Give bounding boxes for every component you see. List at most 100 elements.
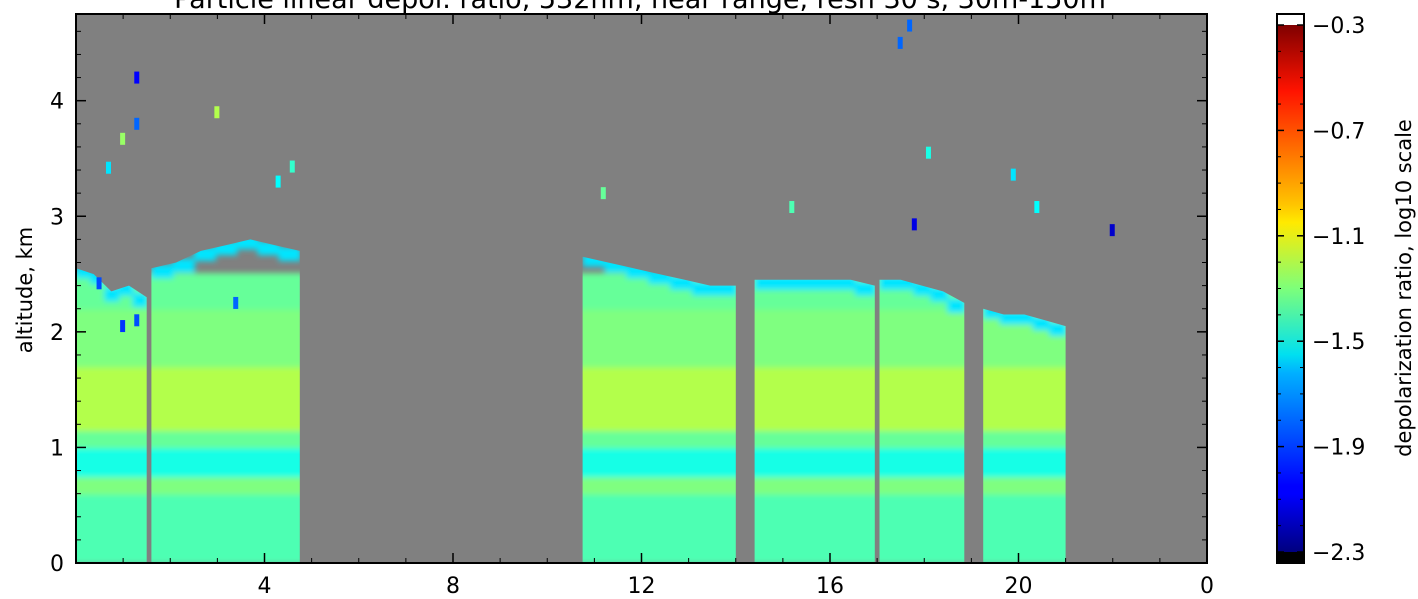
profile-layer — [879, 365, 965, 432]
speckle-point — [289, 160, 295, 173]
profile-layer — [983, 492, 1066, 563]
speckle-point — [214, 106, 220, 119]
speckle-point — [897, 36, 903, 49]
cloud-top-edge — [814, 279, 836, 290]
data-block-fill — [151, 239, 300, 563]
colorbar-tick-label: −2.3 — [1312, 541, 1365, 566]
speckle-point — [233, 296, 239, 309]
data-block-fill — [76, 268, 147, 563]
profile-layer — [76, 492, 147, 563]
profile-layer — [754, 492, 875, 563]
colorbar: −0.3 −0.7 −1.1 −1.5 −1.9 −2.3 depolarization … — [1276, 13, 1416, 566]
y-tick-labels: 0 1 2 3 4 — [50, 90, 64, 577]
data-block-fill — [754, 279, 875, 563]
speckle-point — [134, 314, 140, 327]
cloud-top-edge — [104, 287, 120, 302]
cloud-top-edge — [132, 293, 147, 308]
data-block-fill — [582, 256, 736, 563]
profile-layer — [151, 492, 300, 563]
colorbar-tick-label: −0.3 — [1312, 14, 1365, 39]
y-axis-label: altitude, km — [13, 227, 37, 354]
profile-layer — [983, 365, 1066, 432]
colorbar-label: depolarization ratio, log10 scale — [1392, 119, 1416, 457]
x-tick-label: 8 — [446, 574, 460, 599]
cloud-top-edge — [172, 258, 195, 273]
profile-layer — [582, 365, 736, 432]
profile-layer — [983, 446, 1066, 478]
axis-ticks — [76, 14, 1208, 564]
profile-layer — [754, 365, 875, 432]
data-block-5 — [879, 279, 965, 563]
profile-layer — [151, 365, 300, 432]
profile-layer — [754, 429, 875, 449]
profile-layer — [879, 429, 965, 449]
chart-title: Particle linear depol. ratio, 532nm, nea… — [174, 0, 1106, 15]
cloud-top-edge — [947, 298, 965, 313]
colorbar-tick-label: −0.7 — [1312, 119, 1365, 144]
profile-layer — [879, 446, 965, 478]
profile-layer — [76, 446, 147, 478]
colorbar-under-color — [1277, 552, 1304, 563]
cloud-top-edge — [582, 256, 606, 267]
colorbar-over-color — [1277, 14, 1304, 25]
profile-layer — [151, 429, 300, 449]
speckle-point — [105, 161, 111, 174]
speckle-point — [134, 71, 140, 84]
x-tick-labels: 4 8 12 16 20 0 — [258, 574, 1215, 599]
profile-layer — [879, 475, 965, 495]
cloud-top-edge — [896, 279, 915, 290]
profile-layer — [582, 446, 736, 478]
data-block-4 — [754, 279, 875, 563]
profile-layer — [151, 475, 300, 495]
y-tick-label: 2 — [50, 321, 64, 346]
data-block-1 — [76, 268, 147, 563]
speckle-point — [96, 277, 102, 290]
cloud-top-edge — [774, 279, 796, 290]
speckle-point — [275, 175, 281, 188]
speckle-point — [1034, 201, 1040, 214]
x-tick-label: 20 — [1005, 574, 1033, 599]
profile-layer — [151, 446, 300, 478]
cloud-top-edge — [151, 264, 174, 279]
speckle-point — [120, 320, 126, 333]
profile-layer — [151, 307, 300, 368]
profile-layer — [582, 492, 736, 563]
speckle-point — [907, 19, 913, 32]
x-tick-label: 4 — [258, 574, 272, 599]
data-block-fill — [983, 308, 1066, 563]
speckle-point — [120, 132, 126, 145]
cloud-top-edge — [236, 239, 259, 250]
x-tick-label: 12 — [628, 574, 656, 599]
data-block-3 — [582, 256, 736, 563]
profile-layer — [754, 475, 875, 495]
x-tick-label: 0 — [1200, 574, 1214, 599]
speckle-point — [600, 187, 606, 200]
cloud-top-edge — [1049, 322, 1066, 337]
y-tick-label: 3 — [50, 205, 64, 230]
speckle-point — [911, 218, 917, 231]
y-tick-label: 0 — [50, 552, 64, 577]
colorbar-tick-labels: −0.3 −0.7 −1.1 −1.5 −1.9 −2.3 — [1312, 14, 1365, 566]
colorbar-tick-label: −1.9 — [1312, 436, 1365, 461]
colorbar-gradient — [1277, 25, 1304, 552]
speckle-point — [1010, 168, 1016, 181]
cloud-top-edge — [76, 268, 92, 279]
profile-layer — [754, 446, 875, 478]
profile-layer — [879, 492, 965, 563]
colorbar-tick-label: −1.1 — [1312, 225, 1365, 250]
profile-layer — [76, 475, 147, 495]
speckle-point — [1109, 224, 1115, 237]
profile-layer — [76, 365, 147, 432]
data-block-2 — [151, 239, 300, 563]
profile-layer — [76, 429, 147, 449]
speckle-point — [925, 146, 931, 159]
profile-layer — [151, 273, 300, 310]
cloud-top-edge — [754, 279, 776, 290]
profile-layer — [582, 429, 736, 449]
y-tick-label: 4 — [50, 90, 64, 115]
colorbar-tick-label: −1.5 — [1312, 330, 1365, 355]
profile-layer — [582, 475, 736, 495]
cloud-top-edge — [834, 279, 856, 290]
profile-layer — [76, 307, 147, 368]
